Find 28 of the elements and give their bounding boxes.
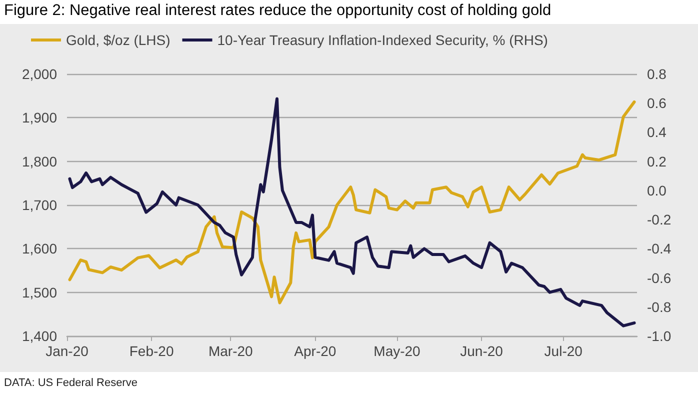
y-tick-label: 1,600 xyxy=(22,240,58,257)
y-tick-label: 1,900 xyxy=(22,110,58,126)
text: DATA: US Federal Reserve xyxy=(4,377,138,389)
y-tick-label: 1,500 xyxy=(22,284,58,300)
y2-tick-label: 0.6 xyxy=(647,95,667,112)
x-tick-label: Jul-20 xyxy=(544,343,583,359)
x-tick-label: Jan-20 xyxy=(46,343,89,359)
x-tick-label: Apr-20 xyxy=(294,343,336,359)
y-tick-label: 1,700 xyxy=(22,197,58,213)
y-tick-label: 1,800 xyxy=(22,153,58,170)
legend-label: 10-Year Treasury Inflation-Indexed Security, % (RHS) xyxy=(217,32,548,48)
x-tick-label: Feb-20 xyxy=(129,343,174,359)
y2-tick-label: -1.0 xyxy=(647,328,672,344)
y2-tick-label: 0.2 xyxy=(647,153,667,170)
x-tick-label: Jun-20 xyxy=(460,343,504,359)
legend-label: Gold, $/oz (LHS) xyxy=(66,32,170,48)
y2-tick-label: -0.8 xyxy=(647,298,672,315)
y2-tick-label: -0.6 xyxy=(647,270,672,286)
y-tick-label: 2,000 xyxy=(22,66,58,82)
y2-tick-label: 0.8 xyxy=(647,66,667,82)
chart-title: Figure 2: Negative real interest rates reduce the opportunity cost of holding gold xyxy=(4,2,552,20)
y2-tick-label: -0.2 xyxy=(647,212,672,228)
y2-tick-label: 0.0 xyxy=(647,182,667,198)
y2-tick-label: 0.4 xyxy=(647,124,667,140)
x-tick-label: Mar-20 xyxy=(208,343,254,359)
y2-tick-label: -0.4 xyxy=(647,240,672,257)
x-tick-label: May-20 xyxy=(374,343,421,359)
y-tick-label: 1,400 xyxy=(22,328,58,344)
